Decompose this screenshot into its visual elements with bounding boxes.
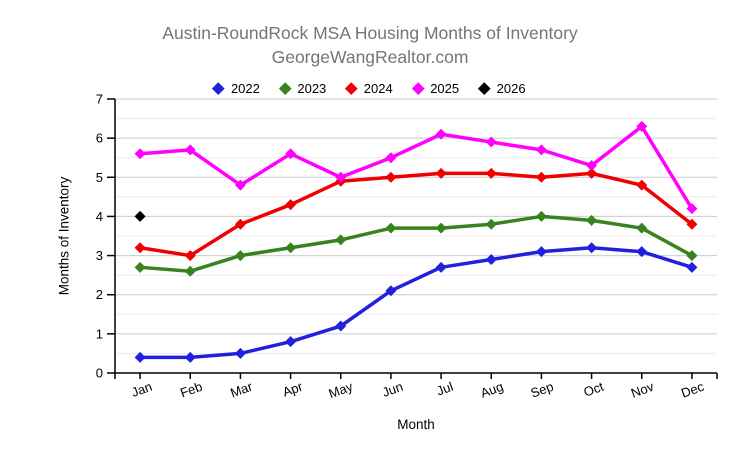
data-point-2024 (535, 171, 547, 183)
data-point-2022 (686, 261, 698, 273)
legend-item-2025[interactable]: 2025 (411, 80, 460, 96)
x-tick-label: Oct (581, 379, 605, 400)
legend-label: 2026 (496, 80, 526, 96)
legend: 2022 2023 2024 2025 2026 (0, 78, 740, 98)
data-point-2025 (234, 179, 246, 191)
data-point-2022 (184, 351, 196, 363)
data-point-2023 (134, 261, 146, 273)
series-line-2022 (138, 245, 694, 360)
data-point-2022 (134, 351, 146, 363)
data-point-2023 (686, 250, 698, 262)
y-tick-label: 5 (96, 170, 103, 185)
data-point-2024 (485, 167, 497, 179)
legend-item-2022[interactable]: 2022 (212, 80, 260, 96)
data-point-2023 (636, 222, 648, 234)
data-point-2022 (535, 246, 547, 258)
data-point-2024 (385, 171, 397, 183)
x-tick-label: Jun (380, 379, 405, 400)
x-tick-label: Mar (228, 378, 255, 400)
data-point-2024 (285, 199, 297, 211)
chart-subtitle: GeorgeWangRealtor.com (271, 47, 469, 67)
y-tick-label: 0 (96, 366, 103, 381)
y-axis-title: Months of Inventory (56, 176, 72, 296)
data-point-2024 (686, 218, 698, 230)
legend-label: 2024 (363, 80, 393, 96)
data-point-2022 (586, 242, 598, 254)
data-point-2024 (134, 242, 146, 254)
y-tick-label: 7 (96, 92, 103, 107)
data-point-2025 (686, 203, 698, 215)
x-tick-label: Sep (529, 379, 556, 401)
data-point-2022 (335, 320, 347, 332)
x-tick-label: Jul (434, 379, 455, 399)
x-tick-label: Aug (478, 379, 505, 401)
data-point-2023 (184, 265, 196, 277)
legend-label: 2023 (297, 80, 327, 96)
x-tick-label: May (327, 379, 356, 402)
data-point-2023 (586, 214, 598, 226)
x-tick-label: Apr (280, 378, 305, 399)
data-point-2024 (636, 179, 648, 191)
data-point-2026 (134, 210, 146, 222)
series-line-2023 (138, 214, 694, 273)
data-point-2022 (485, 253, 497, 265)
data-point-2022 (285, 336, 297, 348)
data-point-2025 (535, 144, 547, 156)
x-tick-label: Jan (129, 379, 154, 400)
data-point-2023 (385, 222, 397, 234)
data-point-2023 (234, 250, 246, 262)
y-tick-label: 3 (96, 248, 103, 263)
data-point-2022 (636, 246, 648, 258)
series-line-2024 (138, 171, 694, 258)
data-point-2025 (184, 144, 196, 156)
data-point-2022 (435, 261, 447, 273)
legend-item-2026[interactable]: 2026 (478, 80, 526, 96)
y-tick-label: 1 (96, 326, 103, 341)
legend-item-2024[interactable]: 2024 (345, 80, 393, 96)
data-point-2025 (485, 136, 497, 148)
data-point-2023 (435, 222, 447, 234)
data-point-2025 (435, 128, 447, 140)
data-point-2022 (385, 285, 397, 297)
data-point-2024 (184, 250, 196, 262)
data-point-2025 (586, 160, 598, 172)
data-point-2022 (234, 347, 246, 359)
data-point-2025 (636, 120, 648, 132)
x-tick-label: Nov (629, 379, 656, 401)
y-tick-label: 4 (96, 209, 103, 224)
data-point-2025 (385, 152, 397, 164)
data-point-2024 (586, 167, 598, 179)
y-tick-label: 2 (96, 287, 103, 302)
legend-label: 2025 (430, 80, 460, 96)
y-tick-label: 6 (96, 131, 103, 146)
data-point-2024 (234, 218, 246, 230)
x-tick-label: Dec (679, 379, 706, 401)
data-point-2023 (285, 242, 297, 254)
data-point-2025 (335, 171, 347, 183)
series-line-2025 (138, 124, 694, 211)
x-tick-label: Feb (178, 379, 204, 401)
data-point-2023 (485, 218, 497, 230)
data-point-2023 (335, 234, 347, 246)
x-axis-title: Month (397, 417, 435, 432)
legend-label: 2022 (230, 80, 260, 96)
data-point-2024 (435, 167, 447, 179)
data-point-2023 (535, 210, 547, 222)
chart-title: Austin-RoundRock MSA Housing Months of I… (162, 23, 578, 43)
data-point-2025 (285, 148, 297, 160)
data-point-2025 (134, 148, 146, 160)
legend-item-2023[interactable]: 2023 (279, 80, 327, 96)
